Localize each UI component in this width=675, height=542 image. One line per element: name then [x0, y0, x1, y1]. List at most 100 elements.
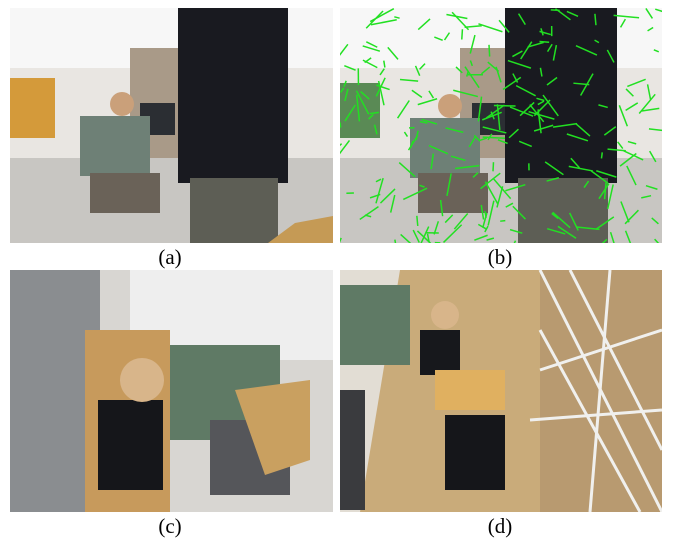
feature-line [505, 183, 526, 192]
feature-line [469, 34, 476, 54]
feature-line [355, 94, 361, 122]
feature-line [340, 43, 349, 56]
feature-line [419, 184, 425, 188]
feature-line [477, 96, 483, 122]
feature-line [618, 105, 629, 127]
feature-line [482, 126, 507, 134]
feature-line [552, 44, 558, 61]
feature-line [626, 165, 637, 186]
feature-line [544, 161, 564, 176]
feature-line [344, 64, 356, 71]
caption: (c) [158, 514, 182, 538]
feature-line [594, 13, 597, 26]
photo-c [10, 270, 333, 512]
feature-line [379, 68, 385, 76]
feature-line [598, 183, 610, 200]
feature-line [552, 211, 571, 229]
feature-line [479, 137, 488, 142]
feature-line [552, 122, 578, 128]
feature-line [533, 99, 551, 117]
feature-line [607, 148, 626, 152]
feature-line [576, 226, 600, 231]
feature-line [620, 201, 630, 223]
feature-line [594, 39, 600, 44]
feature-line [655, 8, 662, 13]
feature-line [340, 140, 351, 155]
feature-line [411, 89, 423, 99]
feature-line [546, 43, 553, 53]
feature-line [648, 128, 662, 132]
feature-line [464, 66, 480, 89]
feature-line [566, 133, 589, 142]
feature-line [443, 32, 451, 41]
feature-line [344, 104, 356, 122]
feature-line [365, 41, 378, 48]
feature-line [590, 170, 609, 184]
feature-line [488, 44, 491, 57]
feature-line [375, 177, 384, 204]
feature-line [407, 135, 419, 151]
feature-line [649, 150, 657, 163]
feature-line [370, 19, 397, 26]
feature-line [416, 230, 432, 243]
feature-line [509, 106, 534, 117]
feature-line [442, 224, 463, 243]
feature-line [512, 50, 523, 58]
feature-line [396, 100, 410, 119]
feature-line [340, 237, 342, 243]
feature-line [575, 123, 591, 137]
feature-line [568, 165, 593, 172]
feature-line [603, 126, 617, 136]
feature-line [623, 150, 644, 161]
feature-line [461, 29, 464, 40]
feature-line [343, 80, 347, 88]
feature-line [595, 216, 615, 230]
feature-line [651, 217, 659, 225]
photo-d [340, 270, 662, 512]
feature-line [453, 89, 479, 98]
feature-line [399, 78, 419, 82]
feature-line [600, 152, 604, 159]
feature-line [400, 233, 412, 243]
feature-line [533, 124, 554, 132]
feature-line [502, 76, 522, 91]
feature-line [537, 100, 545, 106]
feature-line [641, 194, 652, 199]
feature-line [575, 44, 598, 56]
caption: (d) [487, 514, 513, 538]
feature-line [509, 228, 523, 234]
feature-line [455, 66, 463, 74]
feature-line [624, 209, 639, 225]
feature-line [474, 234, 488, 241]
feature-line [340, 122, 342, 128]
caption: (a) [158, 245, 182, 269]
feature-line [528, 110, 555, 120]
feature-line [344, 88, 349, 102]
feature-line [627, 140, 637, 145]
feature-line [369, 111, 379, 115]
feature-line [340, 87, 345, 93]
feature-line [402, 187, 428, 201]
feature-line [613, 14, 640, 19]
feature-line [375, 178, 382, 183]
feature-line [383, 60, 386, 68]
feature-line [480, 204, 485, 220]
feature-line [617, 141, 624, 149]
feature-line [416, 215, 419, 226]
feature-line [508, 128, 519, 139]
feature-line [645, 184, 658, 190]
feature-line [419, 120, 428, 124]
feature-line [539, 40, 550, 44]
feature-line [601, 238, 608, 243]
feature-line [455, 164, 480, 170]
feature-line [646, 84, 652, 101]
feature-line [375, 77, 386, 97]
feature-line [398, 161, 416, 178]
feature-line [419, 63, 426, 70]
feature-line [566, 10, 579, 17]
feature-line [647, 26, 654, 32]
feature-line [376, 84, 390, 91]
feature-line [487, 133, 493, 141]
feature-line [515, 84, 536, 97]
